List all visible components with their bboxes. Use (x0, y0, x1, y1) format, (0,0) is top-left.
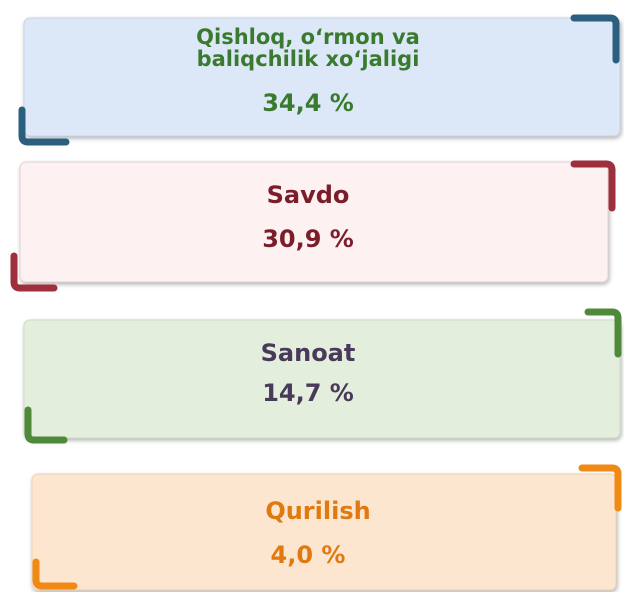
corner (10, 252, 58, 292)
card: Qishloq, o‘rmon va baliqchilik xo‘jaligi… (18, 14, 621, 146)
corner (584, 308, 622, 358)
corner (32, 558, 78, 590)
label: Sanoat (261, 339, 356, 367)
corner (578, 464, 622, 512)
label: baliqchilik xo‘jaligi (197, 47, 420, 71)
corner (570, 14, 620, 64)
value: 4,0 % (271, 541, 346, 569)
value: 34,4 % (262, 89, 354, 117)
card-box (31, 473, 617, 591)
value: 14,7 % (262, 379, 354, 407)
label: Savdo (267, 181, 350, 209)
card: Qurilish 4,0 % (31, 464, 622, 591)
card-box (23, 319, 621, 439)
corner (570, 160, 616, 212)
label: Qurilish (265, 497, 370, 525)
card: Sanoat 14,7 % (23, 308, 622, 444)
corner (18, 106, 70, 146)
card-box (23, 17, 621, 137)
corner (24, 406, 68, 444)
label: Qishloq, o‘rmon va (196, 25, 420, 49)
card: Savdo 30,9 % (10, 160, 616, 292)
card-box (19, 161, 609, 283)
value: 30,9 % (262, 225, 354, 253)
